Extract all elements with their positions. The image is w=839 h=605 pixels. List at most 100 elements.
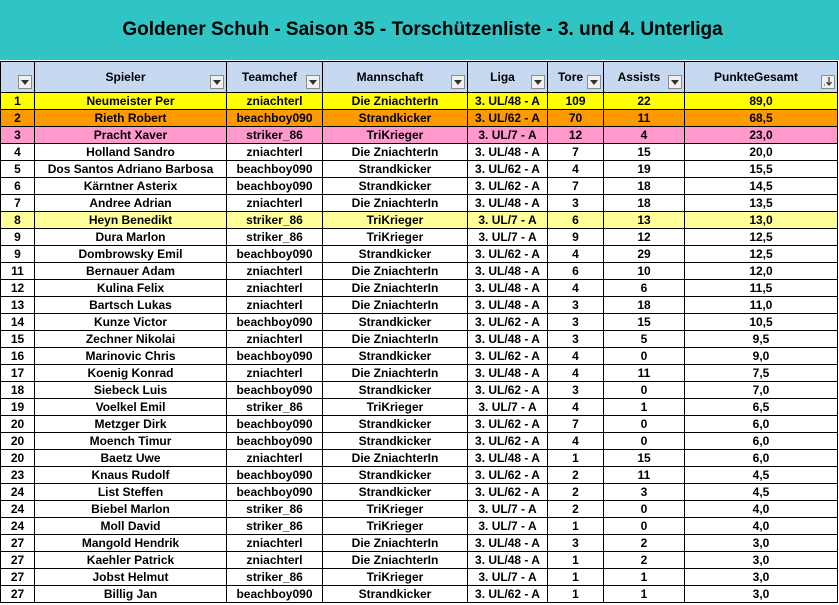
teamchef-cell[interactable]: zniachterl [226, 262, 323, 280]
player-cell[interactable]: Kunze Victor [34, 313, 227, 331]
goals-cell[interactable]: 4 [547, 364, 604, 382]
rank-cell[interactable]: 2 [0, 109, 35, 127]
points-cell[interactable]: 3,0 [684, 568, 838, 586]
teamchef-cell[interactable]: zniachterl [226, 364, 323, 382]
player-cell[interactable]: Mangold Hendrik [34, 534, 227, 552]
player-cell[interactable]: Siebeck Luis [34, 381, 227, 399]
teamchef-cell[interactable]: beachboy090 [226, 177, 323, 195]
table-row[interactable]: 20 Moench Timur beachboy090 Strandkicker 3. … [0, 432, 838, 450]
team-cell[interactable]: TriKrieger [322, 517, 468, 535]
goals-cell[interactable]: 6 [547, 262, 604, 280]
table-row[interactable]: 13 Bartsch Lukas zniachterl Die ZniachterIn… [0, 296, 838, 314]
points-cell[interactable]: 7,0 [684, 381, 838, 399]
filter-dropdown-icon[interactable] [18, 75, 32, 89]
team-cell[interactable]: Strandkicker [322, 160, 468, 178]
assists-cell[interactable]: 1 [603, 568, 685, 586]
table-row[interactable]: 1 Neumeister Per zniachterl Die ZniachterIn… [0, 92, 838, 110]
assists-cell[interactable]: 11 [603, 466, 685, 484]
teamchef-cell[interactable]: beachboy090 [226, 585, 323, 603]
filter-dropdown-icon[interactable] [451, 75, 465, 89]
goals-cell[interactable]: 6 [547, 211, 604, 229]
league-cell[interactable]: 3. UL/48 - A [467, 449, 548, 467]
assists-cell[interactable]: 15 [603, 313, 685, 331]
teamchef-cell[interactable]: zniachterl [226, 194, 323, 212]
team-cell[interactable]: Die ZniachterIn [322, 143, 468, 161]
league-cell[interactable]: 3. UL/62 - A [467, 160, 548, 178]
team-cell[interactable]: TriKrieger [322, 500, 468, 518]
league-cell[interactable]: 3. UL/48 - A [467, 534, 548, 552]
assists-cell[interactable]: 3 [603, 483, 685, 501]
assists-cell[interactable]: 2 [603, 534, 685, 552]
rank-cell[interactable]: 19 [0, 398, 35, 416]
points-cell[interactable]: 6,5 [684, 398, 838, 416]
league-cell[interactable]: 3. UL/62 - A [467, 466, 548, 484]
league-cell[interactable]: 3. UL/48 - A [467, 551, 548, 569]
goals-cell[interactable]: 4 [547, 245, 604, 263]
teamchef-cell[interactable]: zniachterl [226, 551, 323, 569]
goals-cell[interactable]: 12 [547, 126, 604, 144]
teamchef-cell[interactable]: striker_86 [226, 398, 323, 416]
rank-cell[interactable]: 17 [0, 364, 35, 382]
league-cell[interactable]: 3. UL/62 - A [467, 245, 548, 263]
player-cell[interactable]: Andree Adrian [34, 194, 227, 212]
teamchef-cell[interactable]: zniachterl [226, 143, 323, 161]
league-cell[interactable]: 3. UL/62 - A [467, 313, 548, 331]
goals-cell[interactable]: 1 [547, 449, 604, 467]
points-cell[interactable]: 4,5 [684, 466, 838, 484]
assists-cell[interactable]: 10 [603, 262, 685, 280]
table-row[interactable]: 24 Biebel Marlon striker_86 TriKrieger 3. UL… [0, 500, 838, 518]
points-cell[interactable]: 23,0 [684, 126, 838, 144]
rank-cell[interactable]: 24 [0, 483, 35, 501]
goals-cell[interactable]: 109 [547, 92, 604, 110]
points-cell[interactable]: 9,0 [684, 347, 838, 365]
teamchef-cell[interactable]: striker_86 [226, 500, 323, 518]
player-cell[interactable]: Baetz Uwe [34, 449, 227, 467]
team-cell[interactable]: Die ZniachterIn [322, 551, 468, 569]
team-cell[interactable]: Die ZniachterIn [322, 296, 468, 314]
goals-cell[interactable]: 2 [547, 500, 604, 518]
league-cell[interactable]: 3. UL/48 - A [467, 330, 548, 348]
table-row[interactable]: 12 Kulina Felix zniachterl Die ZniachterIn 3… [0, 279, 838, 297]
table-row[interactable]: 8 Heyn Benedikt striker_86 TriKrieger 3. UL/… [0, 211, 838, 229]
rank-cell[interactable]: 15 [0, 330, 35, 348]
points-cell[interactable]: 13,5 [684, 194, 838, 212]
table-row[interactable]: 4 Holland Sandro zniachterl Die ZniachterIn… [0, 143, 838, 161]
team-cell[interactable]: Die ZniachterIn [322, 262, 468, 280]
assists-cell[interactable]: 18 [603, 194, 685, 212]
filter-dropdown-icon[interactable] [668, 75, 682, 89]
team-cell[interactable]: Strandkicker [322, 381, 468, 399]
player-cell[interactable]: Heyn Benedikt [34, 211, 227, 229]
assists-cell[interactable]: 18 [603, 177, 685, 195]
player-cell[interactable]: Dura Marlon [34, 228, 227, 246]
table-row[interactable]: 6 Kärntner Asterix beachboy090 Strandkicker… [0, 177, 838, 195]
assists-cell[interactable]: 19 [603, 160, 685, 178]
team-cell[interactable]: TriKrieger [322, 568, 468, 586]
assists-cell[interactable]: 11 [603, 109, 685, 127]
goals-cell[interactable]: 3 [547, 313, 604, 331]
assists-cell[interactable]: 15 [603, 449, 685, 467]
rank-cell[interactable]: 7 [0, 194, 35, 212]
points-cell[interactable]: 7,5 [684, 364, 838, 382]
league-cell[interactable]: 3. UL/7 - A [467, 126, 548, 144]
points-cell[interactable]: 89,0 [684, 92, 838, 110]
table-row[interactable]: 27 Billig Jan beachboy090 Strandkicker 3. UL… [0, 585, 838, 603]
team-cell[interactable]: Die ZniachterIn [322, 194, 468, 212]
points-cell[interactable]: 12,0 [684, 262, 838, 280]
teamchef-cell[interactable]: beachboy090 [226, 109, 323, 127]
teamchef-cell[interactable]: striker_86 [226, 228, 323, 246]
assists-cell[interactable]: 6 [603, 279, 685, 297]
teamchef-cell[interactable]: beachboy090 [226, 160, 323, 178]
filter-dropdown-icon[interactable] [306, 75, 320, 89]
player-cell[interactable]: Moench Timur [34, 432, 227, 450]
team-cell[interactable]: Strandkicker [322, 109, 468, 127]
assists-cell[interactable]: 13 [603, 211, 685, 229]
goals-cell[interactable]: 2 [547, 466, 604, 484]
league-cell[interactable]: 3. UL/48 - A [467, 143, 548, 161]
teamchef-cell[interactable]: beachboy090 [226, 432, 323, 450]
table-row[interactable]: 20 Metzger Dirk beachboy090 Strandkicker 3. … [0, 415, 838, 433]
teamchef-cell[interactable]: zniachterl [226, 92, 323, 110]
league-cell[interactable]: 3. UL/48 - A [467, 279, 548, 297]
teamchef-cell[interactable]: striker_86 [226, 568, 323, 586]
points-cell[interactable]: 10,5 [684, 313, 838, 331]
player-cell[interactable]: Voelkel Emil [34, 398, 227, 416]
